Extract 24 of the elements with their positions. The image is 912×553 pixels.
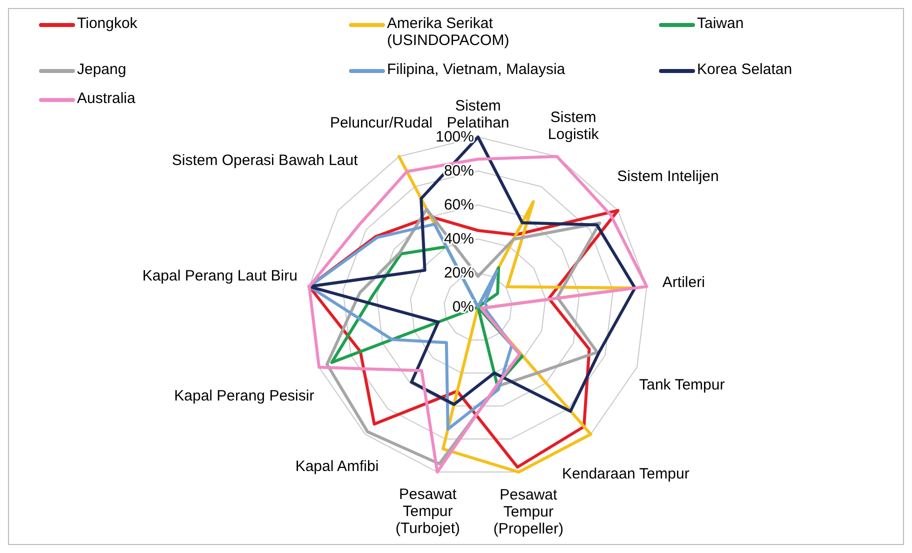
spoke-label: Kapal Perang Pesisir	[174, 387, 314, 404]
y-tick-label: 100%	[436, 128, 474, 146]
spoke-label: Sistem Logistik	[548, 108, 600, 142]
spoke-label: Sistem Pelatihan	[446, 97, 510, 131]
legend-label: Australia	[77, 90, 136, 107]
spoke-label: Kendaraan Tempur	[562, 465, 690, 482]
legend-label: Tiongkok	[77, 15, 138, 32]
spoke-label: Sistem Intelijen	[617, 167, 719, 184]
spoke-label: Kapal Amfibi	[295, 458, 379, 475]
legend-label: Amerika Serikat (USINDOPACOM)	[387, 15, 510, 49]
legend-label: Korea Selatan	[697, 61, 792, 78]
y-tick-label: 0%	[452, 298, 474, 316]
legend-label: Jepang	[77, 61, 126, 78]
spoke-label: Sistem Operasi Bawah Laut	[172, 151, 359, 168]
spoke-label: Pesawat Tempur (Propeller)	[493, 486, 564, 538]
spoke-label: Kapal Perang Laut Biru	[142, 267, 298, 284]
spoke-label: Peluncur/Rudal	[330, 114, 433, 132]
legend-label: Taiwan	[697, 15, 744, 32]
spoke-label: Pesawat Tempur (Turbojet)	[396, 485, 460, 536]
spoke-label: Tank Tempur	[639, 376, 725, 393]
legend-label: Filipina, Vietnam, Malaysia	[387, 61, 566, 78]
y-tick-label: 40%	[444, 230, 474, 248]
y-tick-label: 60%	[444, 196, 474, 214]
spoke-label: Artileri	[662, 274, 705, 291]
